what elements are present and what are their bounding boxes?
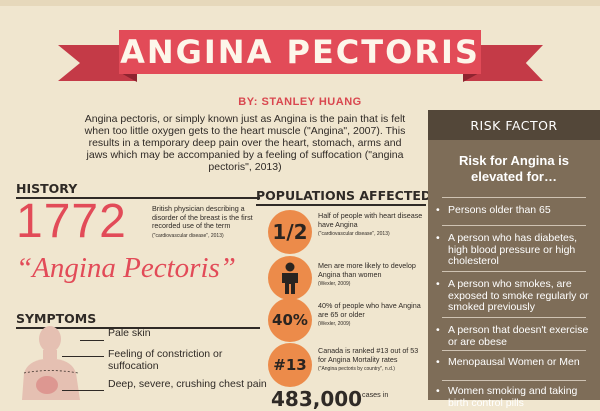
population-item: Canada is ranked #13 out of 53 for Angin… [318, 346, 426, 374]
population-item: 40% of people who have Angina are 65 or … [318, 301, 426, 329]
banner-fold-left [119, 72, 137, 82]
risk-item: • Persons older than 65 [436, 204, 551, 216]
intro-paragraph: Angina pectoris, or simply known just as… [84, 113, 406, 173]
pointer-line-3 [62, 390, 104, 391]
history-term: “Angina Pectoris” [16, 252, 236, 284]
top-stripe [0, 0, 600, 6]
population-item: Half of people with heart disease have A… [318, 211, 426, 239]
population-citation: (Wexler, 2009) [318, 281, 351, 287]
pointer-line-2 [62, 356, 104, 357]
history-title: HISTORY [16, 181, 78, 196]
populations-divider [256, 204, 426, 206]
symptom-item: Pale skin [108, 327, 151, 339]
risk-item-text: Women smoking and taking birth control p… [448, 385, 578, 409]
risk-item: • A person that doesn't exercise or are o… [436, 324, 589, 348]
symptom-item: Feeling of constriction or suffocation [108, 348, 223, 372]
risk-item-text: A person that doesn't exercise or are ob… [448, 324, 589, 348]
history-year: 1772 [16, 195, 127, 248]
risk-intro: Risk for Angina is elevated for… [458, 153, 570, 184]
population-text: Half of people with heart disease have A… [318, 211, 423, 229]
title-banner: Angina Pectoris [119, 30, 481, 74]
percent-badge: 40% [268, 298, 312, 342]
pointer-line-1 [80, 340, 104, 341]
risk-divider [442, 317, 586, 318]
risk-item: • A person who smokes, are exposed to smo… [436, 278, 589, 313]
history-description-text: British physician describing a disorder … [152, 204, 253, 230]
human-body-icon [22, 326, 80, 400]
rank-badge: #13 [268, 343, 312, 387]
population-citation: ("Angina pectoris by country", n.d.) [318, 366, 395, 372]
risk-factor-panel: RISK FACTOR Risk for Angina is elevated … [428, 110, 600, 408]
risk-divider [442, 225, 586, 226]
history-description: British physician describing a disorder … [152, 204, 260, 240]
cases-text: cases in [362, 390, 389, 399]
population-citation: ("cardiovascular disease", 2013) [318, 231, 390, 237]
risk-divider [442, 380, 586, 381]
population-text: 40% of people who have Angina are 65 or … [318, 301, 421, 319]
half-badge: 1/2 [268, 210, 312, 254]
risk-item: • A person who has diabetes, high blood p… [436, 232, 578, 267]
half-badge-text: 1/2 [272, 220, 308, 244]
populations-title: POPULATIONS AFFECTED [256, 188, 432, 203]
person-badge [268, 256, 312, 300]
risk-item-text: Menopausal Women or Men [448, 356, 580, 368]
population-citation: (Wexler, 2009) [318, 321, 351, 327]
rank-badge-text: #13 [273, 356, 307, 374]
percent-badge-text: 40% [272, 311, 308, 329]
risk-divider [442, 197, 586, 198]
person-icon [282, 262, 298, 294]
history-citation: ("cardiovascular disease", 2013) [152, 232, 224, 239]
symptoms-title: SYMPTOMS [16, 311, 97, 326]
risk-item-text: A person who has diabetes, high blood pr… [448, 232, 578, 267]
risk-divider [442, 350, 586, 351]
population-text: Canada is ranked #13 out of 53 for Angin… [318, 346, 419, 364]
risk-item-text: Persons older than 65 [448, 204, 551, 216]
symptom-item: Deep, severe, crushing chest pain [108, 378, 267, 390]
population-text: Men are more likely to develop Angina th… [318, 261, 416, 279]
population-item: Men are more likely to develop Angina th… [318, 261, 426, 289]
risk-factor-header: RISK FACTOR [428, 110, 600, 140]
page-title: Angina Pectoris [120, 33, 480, 71]
history-divider [16, 197, 260, 199]
banner-fold-right [463, 72, 481, 82]
byline: BY: STANLEY HUANG [238, 96, 362, 108]
cases-count: 483,000 [271, 387, 363, 411]
risk-item-text: A person who smokes, are exposed to smok… [448, 278, 589, 313]
risk-item: • Menopausal Women or Men [436, 356, 580, 368]
symptoms-divider [16, 327, 260, 329]
risk-item: • Women smoking and taking birth control … [436, 385, 578, 409]
risk-divider [442, 271, 586, 272]
